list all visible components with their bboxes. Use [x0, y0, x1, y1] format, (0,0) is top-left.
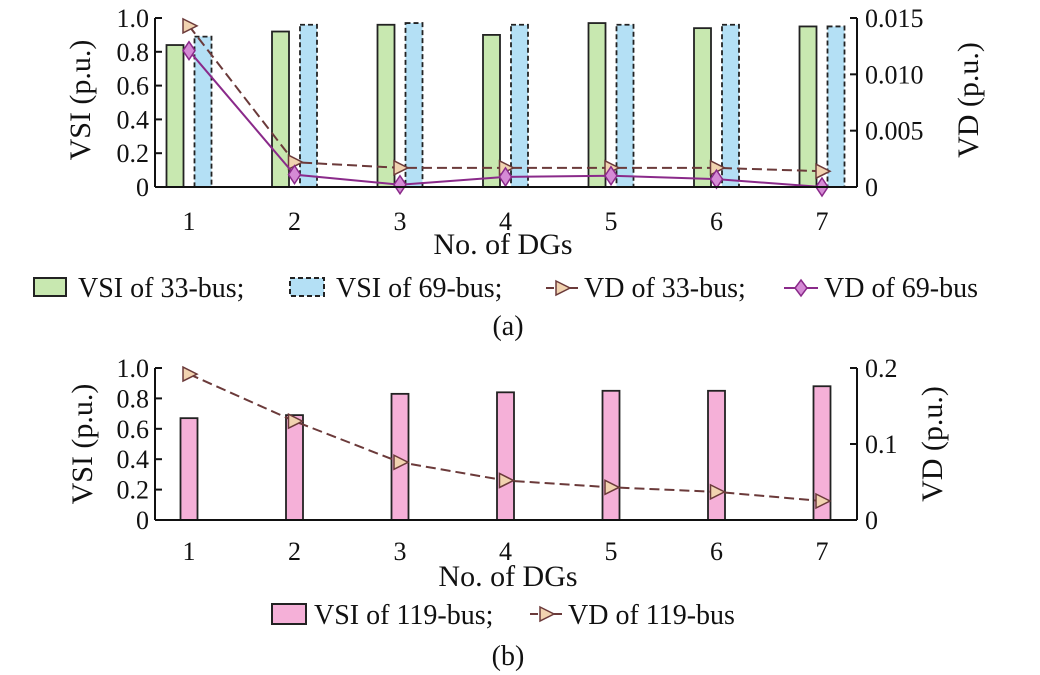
bar [615, 23, 635, 188]
data-point [393, 174, 407, 196]
lines-group [182, 17, 832, 198]
y-tick-label-left: 0 [136, 506, 149, 535]
data-point [287, 412, 305, 430]
x-axis-title: No. of DGs [438, 560, 577, 593]
legend-label-vsi-33: VSI of 33-bus; [78, 273, 244, 304]
bar [707, 389, 726, 521]
legend-swatch-vsi-119 [271, 603, 307, 625]
y-tick-label-right: 0.015 [865, 4, 924, 33]
legend-label-vsi-119: VSI of 119-bus; [314, 600, 493, 631]
x-tick-label: 1 [183, 537, 196, 566]
y-axis-title-right: VD (p.u.) [952, 42, 985, 158]
y-tick-label-left: 0.6 [117, 72, 150, 101]
axes-group: 0 0.2 0.4 0.6 0.8 1.0 0 0.005 0.010 0.015 1 2 3 4 5 6 7 [117, 4, 924, 236]
legend-a: VSI of 33-bus; VSI of 69-bus; VD of 33-b… [33, 273, 978, 304]
x-tick-label: 2 [288, 537, 301, 566]
legend-swatch-vsi-69 [289, 277, 325, 297]
x-axis-title: No. of DGs [433, 228, 572, 261]
y-tick-label-left: 1.0 [117, 354, 150, 383]
bar [601, 389, 621, 521]
bars-group [165, 22, 846, 188]
y-tick-label-left: 0.8 [117, 38, 150, 67]
data-point [287, 164, 302, 185]
x-tick-label: 3 [394, 537, 407, 566]
data-point [182, 365, 199, 383]
data-point [393, 159, 410, 177]
data-point [604, 479, 621, 496]
x-tick-label: 4 [499, 537, 512, 566]
x-tick-label: 1 [183, 207, 196, 236]
y-tick-label-right: 0.1 [865, 430, 898, 459]
legend-b: VSI of 119-bus; VD of 119-bus [271, 600, 735, 631]
data-point [498, 472, 516, 489]
y-tick-label-left: 0.2 [117, 476, 150, 505]
bar [404, 22, 424, 188]
y-tick-label-right: 0 [865, 506, 878, 535]
y-tick-label-left: 0.4 [117, 105, 150, 134]
x-tick-label: 5 [605, 207, 618, 236]
x-tick-label: 5 [605, 537, 618, 566]
y-axis-title-left: VSI (p.u.) [64, 40, 97, 161]
x-tick-label: 4 [499, 207, 512, 236]
bar [798, 25, 818, 188]
axes-group: 00.20.40.60.81.000.10.21 2 3 4 5 6 7 [117, 354, 898, 566]
data-point [709, 168, 724, 190]
bar [721, 23, 740, 188]
bars-group [179, 385, 832, 521]
data-point [498, 166, 513, 188]
legend-label-vd-69: VD of 69-bus [824, 273, 978, 304]
bar [285, 414, 304, 521]
data-point [815, 163, 832, 180]
legend-label-vd-119: VD of 119-bus [568, 600, 735, 631]
y-axis-title-right: VD (p.u.) [916, 386, 949, 502]
data-point [393, 454, 410, 471]
legend-marker-vd-33 [555, 279, 572, 297]
x-tick-label: 2 [288, 207, 301, 236]
y-axis-title-left: VSI (p.u.) [66, 384, 99, 505]
bar [193, 35, 213, 188]
panel-label-b: (b) [492, 641, 525, 672]
y-tick-label-left: 0.6 [117, 415, 150, 444]
y-tick-label-left: 1.0 [117, 4, 150, 33]
bar [510, 23, 529, 188]
bar [693, 27, 712, 188]
chart-panel-b: 00.20.40.60.81.000.10.21 2 3 4 5 6 7 No. of DG… [66, 354, 949, 593]
bar [482, 34, 501, 188]
x-tick-label: 6 [710, 537, 723, 566]
x-tick-label: 7 [816, 537, 829, 566]
y-tick-label-right: 0.2 [865, 354, 898, 383]
data-point [815, 492, 832, 510]
bar [587, 22, 607, 188]
x-tick-label: 7 [816, 207, 829, 236]
y-tick-label-right: 0 [865, 173, 878, 202]
x-tick-label: 3 [394, 207, 407, 236]
bar [496, 391, 515, 521]
y-tick-label-left: 0.8 [117, 384, 150, 413]
legend-marker-vd-119 [539, 605, 556, 623]
data-point [287, 153, 305, 171]
y-tick-label-left: 0.2 [117, 139, 150, 168]
bar [165, 44, 185, 188]
legend-label-vd-33: VD of 33-bus; [584, 273, 746, 304]
data-point [604, 165, 618, 187]
y-tick-label-left: 0 [136, 173, 149, 202]
legend-swatch-vsi-33 [33, 277, 67, 297]
bar [376, 23, 396, 188]
bar [826, 25, 846, 188]
lines-group [182, 365, 832, 510]
legend-label-vsi-69: VSI of 69-bus; [336, 273, 502, 304]
data-point [182, 40, 196, 62]
data-point [182, 17, 199, 35]
bar [179, 417, 199, 521]
legend-marker-vd-69 [794, 278, 808, 298]
y-tick-label-left: 0.4 [117, 445, 150, 474]
panel-label-a: (a) [492, 311, 523, 342]
y-tick-label-right: 0.005 [865, 117, 924, 146]
data-point [709, 483, 727, 501]
y-tick-label-right: 0.010 [865, 60, 924, 89]
x-tick-label: 6 [710, 207, 723, 236]
